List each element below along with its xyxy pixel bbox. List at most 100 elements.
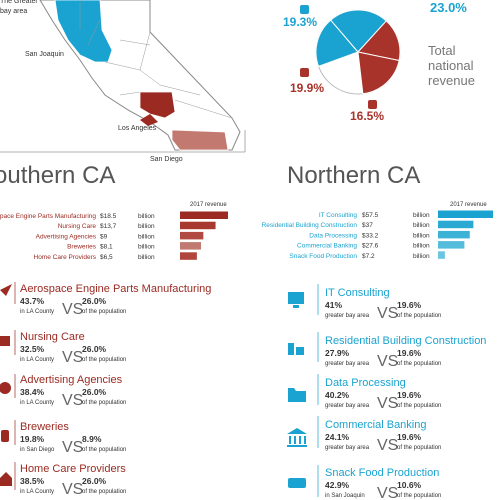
item-region: in LA County [20, 489, 54, 495]
item-share: 32.5% [20, 344, 45, 354]
pie-slice [357, 20, 401, 62]
la-county-extra [140, 114, 158, 126]
pie-slice [330, 9, 387, 53]
item-pop-share: 19.6% [397, 348, 422, 358]
icon [288, 478, 306, 488]
item-title: Data Processing [325, 377, 406, 389]
bay-area-region [54, 0, 113, 63]
bar-value: $6,5 [100, 254, 113, 261]
bar-unit: billion [413, 243, 430, 250]
item-pop-share: 19.6% [397, 432, 422, 442]
item-title: IT Consulting [325, 287, 390, 299]
item-vs: VS [377, 305, 398, 322]
bar-unit: billion [138, 213, 155, 220]
bar-label: IT Consulting [319, 212, 358, 219]
item-vs: VS [377, 395, 398, 412]
item-region: in San Joaquin [325, 493, 365, 499]
item-vs: VS [62, 481, 83, 498]
revenue-header: 2017 revenue [450, 202, 487, 208]
icon [0, 382, 11, 394]
bar-label: Data Processing [309, 232, 357, 239]
item-region: in LA County [20, 309, 54, 315]
la-county-region [139, 91, 176, 119]
item-pop-share: 26.0% [82, 296, 107, 306]
item-vs: VS [62, 301, 83, 318]
bar-unit: billion [413, 212, 430, 219]
bar-value: $13,7 [100, 223, 117, 230]
icon [0, 336, 10, 346]
icon [288, 343, 294, 355]
map-label: The Greater bay area [0, 0, 38, 15]
pie-caption: Total national revenue [428, 43, 475, 88]
san-diego-region [171, 129, 229, 151]
bar-unit: billion [413, 222, 430, 229]
bar [180, 252, 197, 260]
item-pop-label: of the population [397, 361, 441, 367]
item-pop-label: of the population [397, 493, 441, 499]
pie-label: 19.3% [283, 15, 317, 29]
bar [180, 221, 216, 230]
item-share: 27.9% [325, 348, 350, 358]
item-vs: VS [62, 439, 83, 456]
item-title: Commercial Banking [325, 419, 426, 431]
icon [288, 388, 306, 402]
bar-unit: billion [138, 254, 155, 261]
bar [438, 220, 474, 229]
item-share: 41% [325, 300, 342, 310]
pie-label: 19.9% [290, 81, 324, 95]
bar-value: $27.6 [362, 243, 379, 250]
item-pop-share: 19.6% [397, 300, 422, 310]
section-title: Southern CA [0, 162, 115, 189]
item-pop-share: 26.0% [82, 344, 107, 354]
item-vs: VS [377, 353, 398, 370]
pie-slice [315, 19, 359, 68]
item-pop-label: of the population [397, 445, 441, 451]
item-region: in LA County [20, 357, 54, 363]
bar [438, 241, 465, 249]
bar-value: $8,1 [100, 244, 113, 251]
bar-label: Home Care Providers [34, 254, 97, 261]
item-vs: VS [62, 349, 83, 366]
item-pop-share: 26.0% [82, 476, 107, 486]
bar [180, 211, 228, 219]
bar-value: $18.5 [100, 213, 117, 220]
item-pop-share: 19.6% [397, 390, 422, 400]
map-label: Los Angeles [118, 125, 157, 132]
pie-icon [300, 5, 309, 14]
bar-label: Nursing Care [58, 223, 97, 230]
item-share: 40.2% [325, 390, 350, 400]
icon [0, 284, 12, 296]
item-vs: VS [62, 392, 83, 409]
bar-label: Advertising Agencies [36, 233, 97, 240]
item-region: greater bay area [325, 313, 370, 319]
bar-label: Snack Food Production [289, 253, 357, 260]
revenue-pie [315, 9, 401, 95]
icon [296, 347, 304, 355]
icon [287, 428, 307, 447]
bar-value: $7.2 [362, 253, 375, 260]
item-title: Nursing Care [20, 331, 85, 343]
map-label: San Joaquin [25, 51, 64, 58]
item-pop-label: of the population [82, 309, 126, 315]
bar [180, 231, 204, 240]
item-vs: VS [377, 437, 398, 454]
icon [293, 305, 299, 308]
bar-unit: billion [413, 253, 430, 260]
bar-value: $9 [100, 233, 108, 240]
bar-value: $33.2 [362, 232, 379, 239]
item-region: in San Diego [20, 447, 55, 453]
pie-slice [357, 51, 400, 95]
bar [438, 210, 493, 218]
bar [180, 242, 202, 250]
bar-unit: billion [138, 233, 155, 240]
item-share: 43.7% [20, 296, 45, 306]
item-pop-label: of the population [82, 489, 126, 495]
bar-label: Breweries [67, 244, 97, 251]
bar-value: $37 [362, 222, 373, 229]
icon [288, 292, 304, 304]
item-region: in LA County [20, 400, 54, 406]
item-region: greater bay area [325, 403, 370, 409]
bar-label: Commercial Banking [297, 243, 357, 250]
